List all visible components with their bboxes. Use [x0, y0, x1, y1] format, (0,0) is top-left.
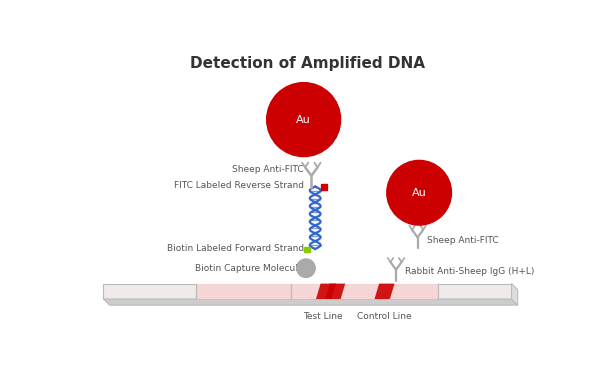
Bar — [322, 184, 327, 190]
Text: Sheep Anti-FITC: Sheep Anti-FITC — [427, 236, 499, 245]
Polygon shape — [103, 299, 518, 305]
Text: Biotin Capture Molecule: Biotin Capture Molecule — [195, 264, 304, 273]
Text: Au: Au — [412, 188, 427, 198]
Polygon shape — [325, 284, 345, 299]
Text: Control Line: Control Line — [357, 312, 412, 321]
Polygon shape — [374, 284, 395, 299]
Polygon shape — [103, 284, 512, 299]
Polygon shape — [512, 284, 518, 305]
Text: Detection of Amplified DNA: Detection of Amplified DNA — [190, 56, 425, 71]
Text: FITC Labeled Reverse Strand: FITC Labeled Reverse Strand — [173, 182, 304, 190]
Polygon shape — [196, 284, 439, 299]
Text: Biotin Labeled Forward Strand: Biotin Labeled Forward Strand — [167, 244, 304, 253]
Circle shape — [266, 83, 341, 157]
Text: Test Line: Test Line — [303, 312, 343, 321]
Circle shape — [387, 160, 451, 225]
Text: Au: Au — [296, 115, 311, 125]
Polygon shape — [316, 284, 336, 299]
Text: Rabbit Anti-Sheep IgG (H+L): Rabbit Anti-Sheep IgG (H+L) — [405, 267, 535, 276]
Circle shape — [297, 259, 315, 277]
Bar — [304, 247, 310, 252]
Text: Sheep Anti-FITC: Sheep Anti-FITC — [232, 165, 304, 174]
